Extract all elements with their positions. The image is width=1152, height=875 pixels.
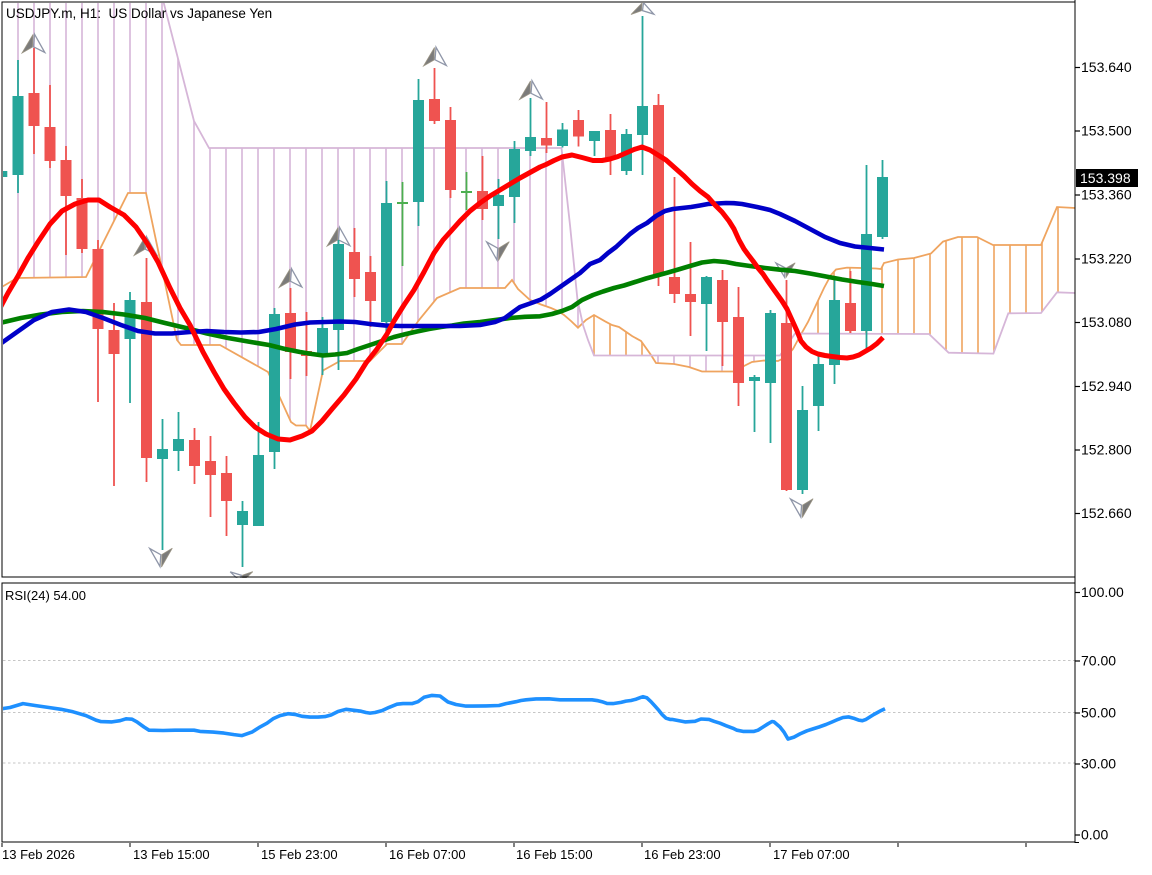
svg-text:153.220: 153.220 <box>1081 251 1132 267</box>
svg-text:153.360: 153.360 <box>1081 187 1132 203</box>
svg-text:16 Feb 23:00: 16 Feb 23:00 <box>644 847 721 862</box>
svg-text:RSI(24) 54.00: RSI(24) 54.00 <box>5 588 86 603</box>
svg-text:0.00: 0.00 <box>1081 827 1108 843</box>
svg-text:17 Feb 07:00: 17 Feb 07:00 <box>773 847 850 862</box>
svg-text:153.500: 153.500 <box>1081 123 1132 139</box>
svg-text:153.398: 153.398 <box>1080 170 1131 186</box>
svg-text:153.640: 153.640 <box>1081 59 1132 75</box>
svg-text:15 Feb 23:00: 15 Feb 23:00 <box>261 847 338 862</box>
svg-text:13 Feb 15:00: 13 Feb 15:00 <box>133 847 210 862</box>
svg-text:50.00: 50.00 <box>1081 705 1116 721</box>
svg-text:USDJPY.m, H1: US Dollar vs Ja: USDJPY.m, H1: US Dollar vs Japanese Yen <box>6 6 272 21</box>
svg-text:30.00: 30.00 <box>1081 756 1116 772</box>
svg-text:152.660: 152.660 <box>1081 505 1132 521</box>
svg-text:16 Feb 15:00: 16 Feb 15:00 <box>516 847 593 862</box>
svg-text:152.800: 152.800 <box>1081 442 1132 458</box>
svg-text:16 Feb 07:00: 16 Feb 07:00 <box>389 847 466 862</box>
svg-text:100.00: 100.00 <box>1081 584 1124 600</box>
svg-text:153.080: 153.080 <box>1081 314 1132 330</box>
svg-text:152.940: 152.940 <box>1081 378 1132 394</box>
svg-text:70.00: 70.00 <box>1081 653 1116 669</box>
svg-text:13 Feb 2026: 13 Feb 2026 <box>2 847 75 862</box>
